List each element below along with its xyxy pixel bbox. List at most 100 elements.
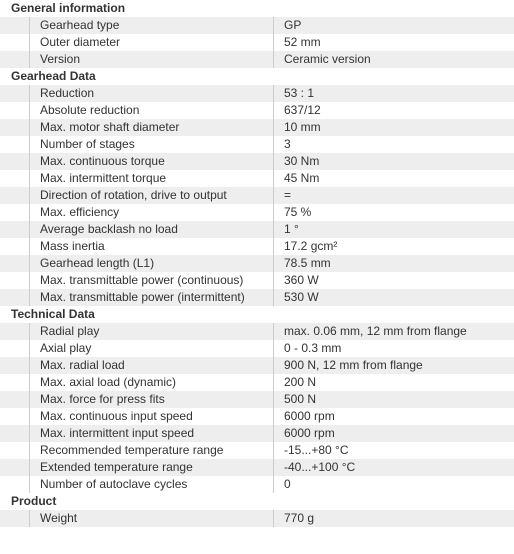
row-indent-cell — [0, 204, 30, 221]
section-product: Product Weight 770 g — [0, 493, 514, 527]
row-indent-cell — [0, 17, 30, 34]
table-row: Gearhead type GP — [0, 17, 514, 34]
table-row: Average backlash no load 1 ° — [0, 221, 514, 238]
row-label: Axial play — [40, 341, 92, 355]
row-value: 6000 rpm — [273, 425, 514, 442]
row-label: Max. transmittable power (intermittent) — [40, 290, 245, 304]
row-label: Average backlash no load — [40, 222, 178, 236]
row-indent-cell — [0, 221, 30, 238]
table-row: Max. intermittent input speed 6000 rpm — [0, 425, 514, 442]
spec-table: Weight 770 g — [0, 510, 514, 527]
row-indent-cell — [0, 289, 30, 306]
spec-table: Gearhead type GP Outer diameter 52 mm Versio… — [0, 17, 514, 68]
section-gearhead-data: Gearhead Data Reduction 53 : 1 Absolute red… — [0, 68, 514, 306]
table-row: Weight 770 g — [0, 510, 514, 527]
row-label: Max. continuous input speed — [40, 409, 193, 423]
row-value: = — [273, 187, 514, 204]
table-row: Max. efficiency 75 % — [0, 204, 514, 221]
row-value: 3 — [273, 136, 514, 153]
row-value: 75 % — [273, 204, 514, 221]
table-row: Max. transmittable power (intermittent) 5… — [0, 289, 514, 306]
row-indent-cell — [0, 442, 30, 459]
row-indent-cell — [0, 374, 30, 391]
section-title: Technical Data — [11, 307, 95, 321]
row-indent-cell — [0, 340, 30, 357]
row-indent-cell — [0, 408, 30, 425]
row-label: Gearhead length (L1) — [40, 256, 155, 270]
row-label: Max. force for press fits — [40, 392, 165, 406]
table-row: Mass inertia 17.2 gcm² — [0, 238, 514, 255]
row-indent-cell — [0, 153, 30, 170]
row-label: Max. radial load — [40, 358, 125, 372]
row-indent-cell — [0, 102, 30, 119]
row-value: -40...+100 °C — [273, 459, 514, 476]
row-label: Mass inertia — [40, 239, 105, 253]
row-label: Outer diameter — [40, 35, 121, 49]
row-indent-cell — [0, 238, 30, 255]
row-label: Extended temperature range — [40, 460, 193, 474]
row-value: 78.5 mm — [273, 255, 514, 272]
table-row: Extended temperature range -40...+100 °C — [0, 459, 514, 476]
table-row: Outer diameter 52 mm — [0, 34, 514, 51]
row-indent-cell — [0, 476, 30, 493]
table-row: Number of autoclave cycles 0 — [0, 476, 514, 493]
section-title: General information — [11, 1, 126, 15]
row-indent-cell — [0, 459, 30, 476]
row-value: GP — [273, 17, 514, 34]
table-row: Direction of rotation, drive to output = — [0, 187, 514, 204]
row-indent-cell — [0, 272, 30, 289]
table-row: Axial play 0 - 0.3 mm — [0, 340, 514, 357]
row-indent-cell — [0, 510, 30, 527]
row-value: 6000 rpm — [273, 408, 514, 425]
row-value: 770 g — [273, 510, 514, 527]
table-row: Radial play max. 0.06 mm, 12 mm from flan… — [0, 323, 514, 340]
row-label: Max. axial load (dynamic) — [40, 375, 177, 389]
row-value: 10 mm — [273, 119, 514, 136]
row-label: Gearhead type — [40, 18, 120, 32]
row-value: 17.2 gcm² — [273, 238, 514, 255]
row-indent-cell — [0, 170, 30, 187]
table-row: Max. force for press fits 500 N — [0, 391, 514, 408]
table-row: Max. continuous torque 30 Nm — [0, 153, 514, 170]
row-value: 0 - 0.3 mm — [273, 340, 514, 357]
row-value: 500 N — [273, 391, 514, 408]
row-label: Max. efficiency — [40, 205, 120, 219]
row-value: 1 ° — [273, 221, 514, 238]
row-indent-cell — [0, 119, 30, 136]
row-label: Radial play — [40, 324, 100, 338]
row-indent-cell — [0, 357, 30, 374]
spec-table: Reduction 53 : 1 Absolute reduction 637/12 M… — [0, 85, 514, 306]
row-label: Number of stages — [40, 137, 135, 151]
row-label: Weight — [40, 511, 78, 525]
row-indent-cell — [0, 85, 30, 102]
row-label: Number of autoclave cycles — [40, 477, 188, 491]
row-indent-cell — [0, 187, 30, 204]
row-value: 53 : 1 — [273, 85, 514, 102]
row-label: Version — [40, 52, 81, 66]
section-title: Gearhead Data — [11, 69, 96, 83]
row-value: 0 — [273, 476, 514, 493]
row-value: 30 Nm — [273, 153, 514, 170]
row-indent-cell — [0, 391, 30, 408]
row-value: 52 mm — [273, 34, 514, 51]
spec-page: General information Gearhead type GP Outer … — [0, 0, 514, 527]
row-label: Reduction — [40, 86, 95, 100]
row-value: 530 W — [273, 289, 514, 306]
row-value: 637/12 — [273, 102, 514, 119]
row-label: Max. intermittent torque — [40, 171, 167, 185]
row-label: Recommended temperature range — [40, 443, 224, 457]
row-label: Max. intermittent input speed — [40, 426, 195, 440]
row-label: Max. continuous torque — [40, 154, 165, 168]
table-row: Max. motor shaft diameter 10 mm — [0, 119, 514, 136]
row-indent-cell — [0, 323, 30, 340]
section-general-information: General information Gearhead type GP Outer … — [0, 0, 514, 68]
row-indent-cell — [0, 51, 30, 68]
row-value: 45 Nm — [273, 170, 514, 187]
table-row: Version Ceramic version — [0, 51, 514, 68]
row-value: -15...+80 °C — [273, 442, 514, 459]
table-row: Gearhead length (L1) 78.5 mm — [0, 255, 514, 272]
table-row: Absolute reduction 637/12 — [0, 102, 514, 119]
row-value: 200 N — [273, 374, 514, 391]
row-value: 900 N, 12 mm from flange — [273, 357, 514, 374]
row-label: Max. transmittable power (continuous) — [40, 273, 244, 287]
